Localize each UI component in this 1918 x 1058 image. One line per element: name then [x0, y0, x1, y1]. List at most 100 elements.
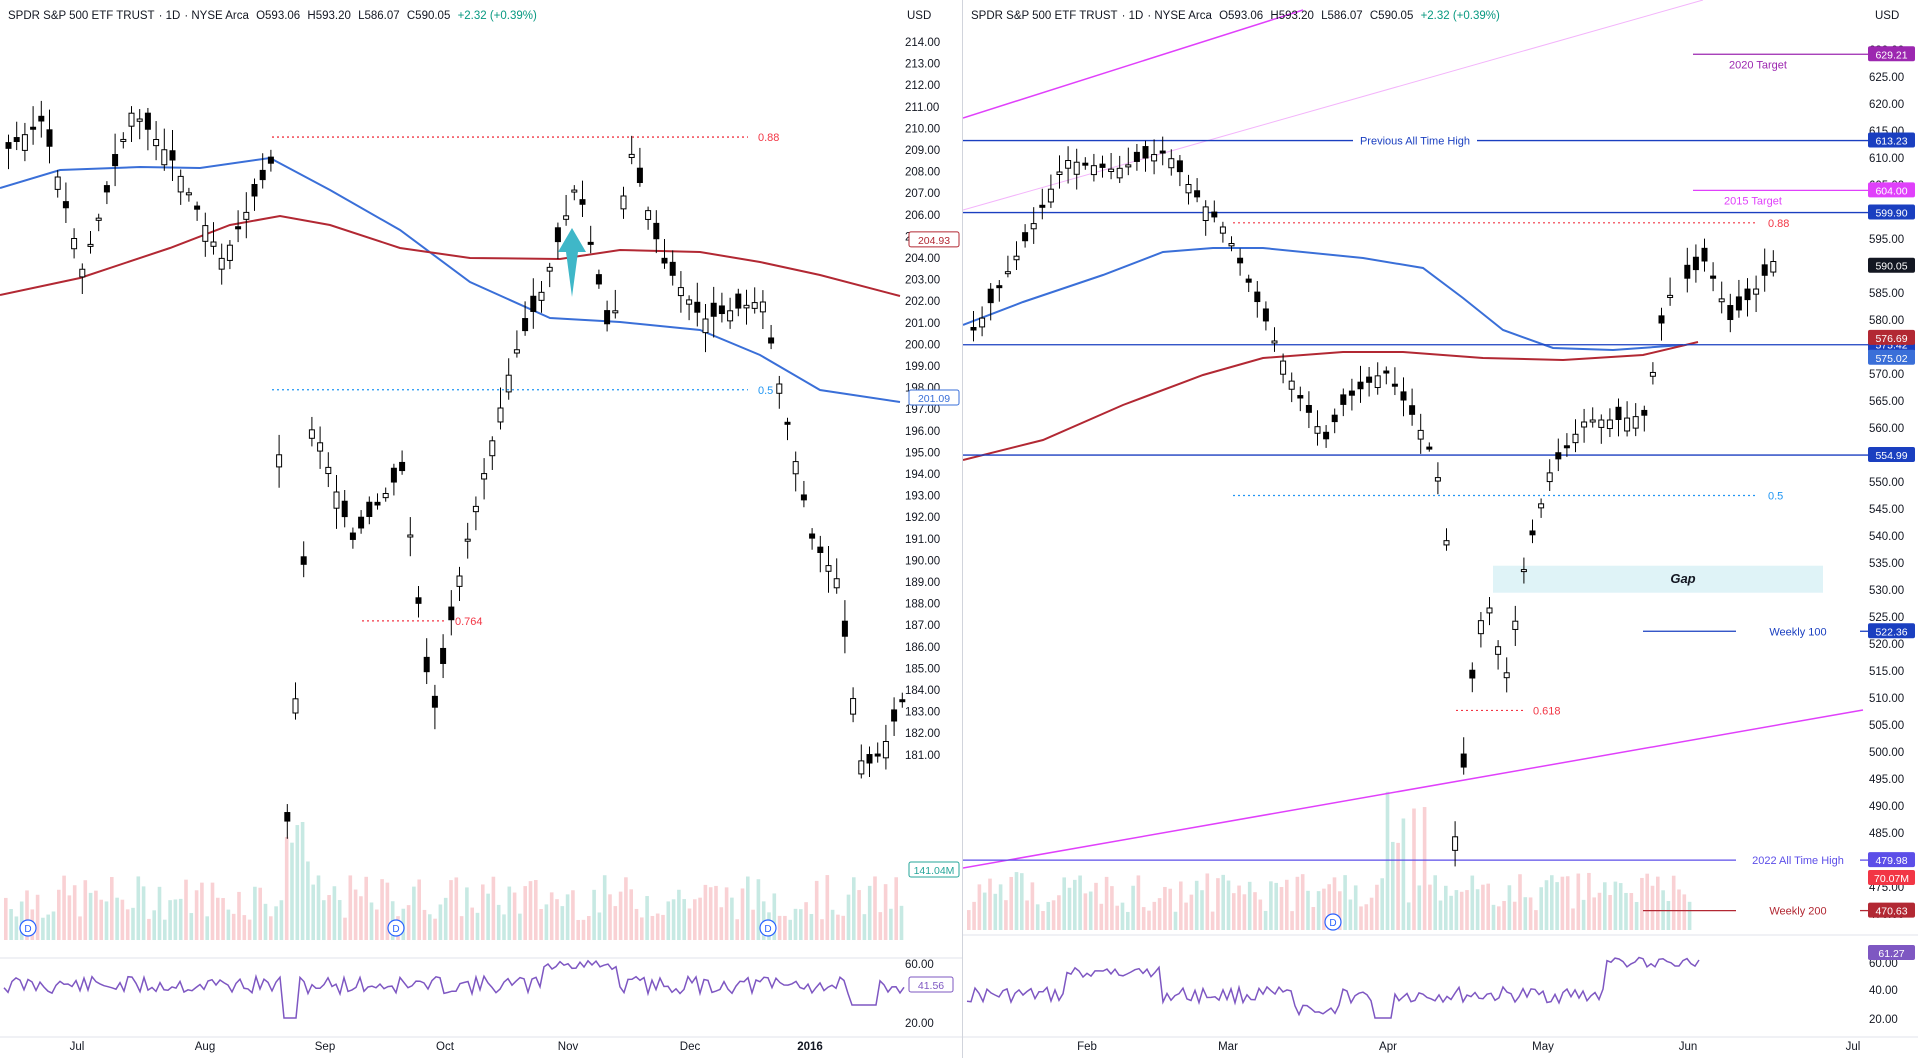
volume-bar — [1640, 877, 1644, 930]
level-label: Weekly 200 — [1769, 906, 1826, 918]
volume-bar — [804, 902, 808, 940]
left-chart-canvas[interactable]: 214.00 213.00 212.00 211.00 210.00 209.00 208.… — [0, 0, 962, 1058]
currency-label[interactable]: USD — [1875, 10, 1900, 22]
x-tick-label: Oct — [436, 1041, 455, 1053]
candle-body — [407, 534, 414, 538]
y-tick-label: 199.00 — [905, 361, 940, 373]
volume-bar — [1396, 842, 1400, 930]
candle-body — [1288, 380, 1295, 390]
level-price-label-box — [1868, 204, 1915, 220]
right-chart-canvas[interactable]: 630.00625.00620.00615.00610.00605.00600.… — [963, 0, 1918, 1058]
volume-bar — [756, 879, 761, 940]
volume-bar — [1173, 911, 1178, 930]
volume-bar — [820, 919, 824, 940]
volume-bar — [194, 890, 199, 940]
y-tick-label: 610.00 — [1869, 153, 1904, 165]
volume-bar — [258, 887, 262, 940]
volume-bar — [1587, 872, 1591, 930]
volume-bar — [714, 885, 718, 940]
x-tick-label: Dec — [680, 1041, 701, 1053]
candle-body — [1211, 211, 1218, 218]
volume-bar — [1550, 875, 1554, 930]
volume-bar — [708, 887, 713, 940]
volume-bar — [332, 886, 337, 940]
volume-bar — [104, 901, 109, 940]
exchange: NYSE Arca — [191, 10, 249, 22]
candle-body — [284, 812, 291, 822]
y-tick-label: 510.00 — [1869, 693, 1904, 705]
ohlc-open: O593.06 — [1219, 10, 1264, 22]
candle-body — [1434, 477, 1441, 482]
volume-bar — [1507, 885, 1512, 930]
ma-50-price-label: 201.09 — [918, 393, 950, 405]
level-price-label: 604.00 — [1875, 185, 1907, 197]
volume-bar — [226, 909, 231, 940]
volume-bar — [1624, 892, 1628, 930]
volume-bar — [735, 919, 739, 940]
volume-bar — [216, 897, 220, 940]
candle-body — [1744, 288, 1751, 301]
volume-bar — [777, 915, 782, 940]
volume-bar — [1454, 890, 1459, 930]
right-chart-panel[interactable]: 630.00625.00620.00615.00610.00605.00600.… — [963, 0, 1918, 1058]
volume-bar — [977, 884, 982, 930]
y-tick-label: 181.00 — [905, 750, 940, 762]
x-tick-label: 2016 — [797, 1041, 823, 1053]
candle-body — [1039, 204, 1046, 208]
volume-bar — [1650, 885, 1655, 930]
interval[interactable]: 1D — [1128, 10, 1144, 22]
y-tick-label: 570.00 — [1869, 369, 1904, 381]
level-price-label-box — [1868, 182, 1915, 198]
volume-bar — [539, 909, 543, 940]
volume-bar — [645, 896, 649, 940]
y-tick-label: 183.00 — [905, 707, 940, 719]
volume-bar — [1035, 904, 1040, 930]
candle-body — [538, 291, 545, 301]
y-tick-label: 580.00 — [1869, 315, 1904, 327]
volume-bar — [862, 914, 867, 940]
candle-body — [841, 620, 848, 637]
candle-body — [563, 215, 570, 220]
volume-bar — [634, 908, 639, 940]
candle-body — [194, 205, 201, 210]
candle-body — [604, 310, 611, 325]
volume-bar — [1512, 901, 1517, 930]
volume-bar — [507, 886, 512, 940]
volume-bar — [1014, 872, 1019, 930]
dividend-marker — [759, 919, 777, 937]
volume-bar — [1247, 881, 1252, 930]
volume-bar — [512, 892, 517, 940]
candle-body — [431, 695, 438, 708]
volume-bar — [1226, 880, 1231, 930]
candle-body — [1581, 421, 1588, 428]
volume-bar — [555, 899, 559, 940]
volume-bar — [327, 895, 331, 940]
volume-bar — [1438, 900, 1443, 930]
candle-body — [571, 189, 578, 193]
candle-body — [415, 597, 422, 604]
rsi-line — [3, 959, 905, 1019]
volume-bar — [889, 908, 893, 940]
candle-body — [1090, 165, 1097, 176]
currency-label[interactable]: USD — [907, 10, 932, 22]
volume-bar — [587, 916, 591, 940]
volume-bar — [1057, 895, 1061, 930]
candle-body — [251, 184, 258, 197]
volume-bar — [1433, 875, 1437, 930]
volume-bar — [1364, 904, 1369, 930]
volume-bar — [1295, 876, 1300, 930]
candle-body — [1658, 315, 1665, 324]
level-price-label-box — [1868, 902, 1915, 918]
volume-bar — [1645, 873, 1649, 930]
candle-body — [1108, 168, 1115, 172]
volume-bar — [1083, 893, 1088, 930]
volume-bar — [518, 913, 522, 940]
interval[interactable]: 1D — [165, 10, 181, 22]
candle-body — [850, 698, 857, 715]
volume-bar — [687, 908, 692, 940]
candle-body — [1125, 164, 1132, 168]
volume-bar — [883, 884, 888, 940]
candle-body — [1452, 836, 1459, 851]
left-chart-panel[interactable]: 214.00 213.00 212.00 211.00 210.00 209.00 208.… — [0, 0, 963, 1058]
volume-bar — [1539, 887, 1543, 930]
